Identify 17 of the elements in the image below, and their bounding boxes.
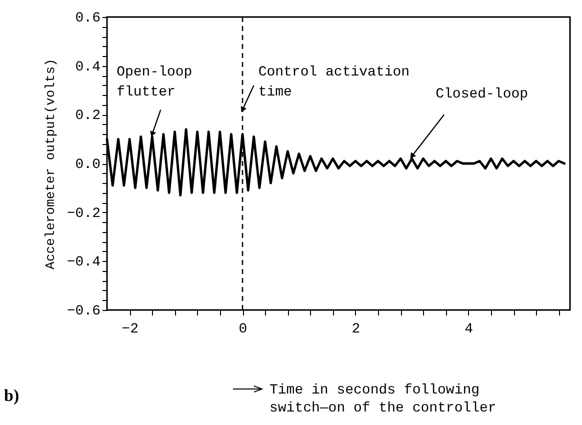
y-tick-label: −0.4 — [66, 254, 100, 271]
x-tick-label: 2 — [352, 322, 360, 338]
x-tick-label: 4 — [464, 322, 474, 338]
text: b) — [4, 386, 20, 406]
x-tick-label: −2 — [122, 322, 138, 338]
y-tick-label: 0.2 — [75, 108, 100, 124]
y-tick-label: 0.6 — [75, 10, 100, 26]
y-axis-title: Accelerometer output(volts) — [42, 58, 58, 270]
y-tick-label: 0.4 — [75, 59, 100, 76]
x-tick-label: 0 — [238, 322, 248, 338]
y-tick-label: −0.2 — [66, 206, 100, 222]
annotation: Control activation time — [258, 64, 410, 101]
x-axis-title: Time in seconds following switch—on of the controller — [270, 382, 496, 416]
annotation: Closed-loop — [436, 86, 528, 103]
y-tick-label: 0.0 — [75, 157, 100, 173]
y-tick-label: −0.6 — [66, 304, 100, 320]
annotation: Open-loop flutter — [116, 64, 192, 101]
